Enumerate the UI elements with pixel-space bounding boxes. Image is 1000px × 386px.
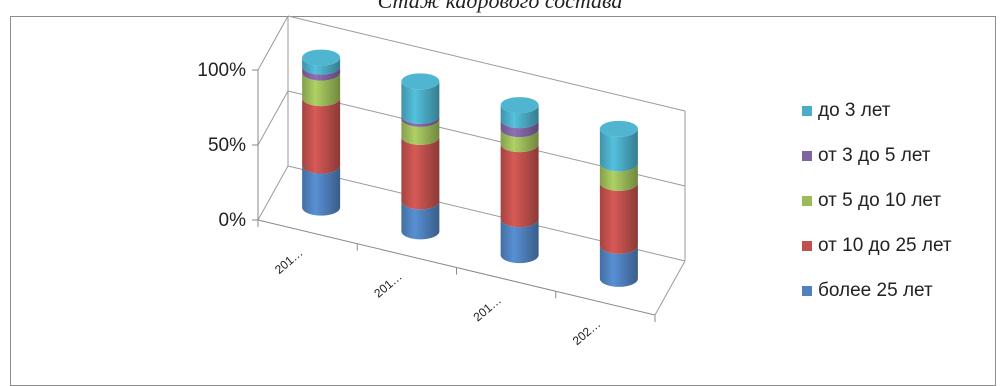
gridline-side: [257, 15, 289, 71]
bar-segment: [302, 165, 341, 216]
floor-edge-right: [654, 260, 686, 316]
bar-segment: [302, 98, 341, 174]
chart-plot: 0% 50% 100% 201… 201… 201… 202…: [197, 15, 686, 348]
bar-segment: [401, 201, 440, 240]
legend-swatch: [802, 195, 812, 206]
legend-label: до 3 лет: [818, 99, 891, 121]
bar-segment: [599, 245, 638, 287]
chart-axes: [252, 69, 656, 322]
bar-segment: [302, 66, 341, 81]
y-tick-label: 50%: [208, 135, 246, 156]
bar-segment: [599, 182, 638, 254]
bar-segment: [500, 219, 539, 264]
x-tick-label: 201…: [471, 293, 505, 324]
legend-item: более 25 лет: [802, 268, 952, 313]
legend-label: от 10 до 25 лет: [818, 234, 952, 256]
bar-top-cap: [302, 49, 341, 66]
bar-segment: [401, 115, 440, 127]
chart-bars: [302, 49, 638, 287]
bar-segment: [599, 163, 638, 191]
bar-segment: [500, 105, 539, 129]
y-tick-label: 0%: [219, 210, 247, 231]
bar-segment: [302, 72, 341, 107]
chart-title: Стаж кадрового состава: [377, 0, 623, 13]
x-tick-label: 201…: [371, 269, 405, 300]
bar-segment: [500, 120, 539, 138]
bar-segment: [302, 57, 341, 75]
chart-legend: до 3 лет от 3 до 5 лет от 5 до 10 лет от 10…: [802, 88, 952, 313]
legend-swatch: [802, 150, 812, 161]
gridline-back: [287, 15, 686, 112]
legend-item: от 10 до 25 лет: [802, 223, 952, 268]
bar-segment: [401, 81, 440, 124]
legend-swatch: [802, 285, 812, 296]
bar-top-cap: [500, 97, 539, 114]
gridline-side: [257, 165, 289, 221]
x-tick-label: 202…: [570, 317, 604, 348]
bar-segment: [401, 136, 440, 210]
bar-segment: [500, 129, 539, 153]
bar-segment: [599, 128, 638, 172]
bar-top-cap: [599, 120, 638, 137]
legend-item: от 3 до 5 лет: [802, 133, 952, 178]
x-tick-label: 201…: [272, 245, 306, 276]
bar-top-cap: [401, 73, 440, 90]
gridline-side: [257, 90, 289, 146]
legend-swatch: [802, 105, 812, 116]
legend-label: от 3 до 5 лет: [818, 144, 931, 166]
legend-item: до 3 лет: [802, 88, 952, 133]
bar-segment: [500, 144, 539, 228]
legend-item: от 5 до 10 лет: [802, 178, 952, 223]
legend-swatch: [802, 240, 812, 251]
legend-label: более 25 лет: [818, 279, 933, 301]
y-tick-label: 100%: [197, 60, 246, 81]
bar-segment: [401, 118, 440, 145]
legend-label: от 5 до 10 лет: [818, 189, 942, 211]
